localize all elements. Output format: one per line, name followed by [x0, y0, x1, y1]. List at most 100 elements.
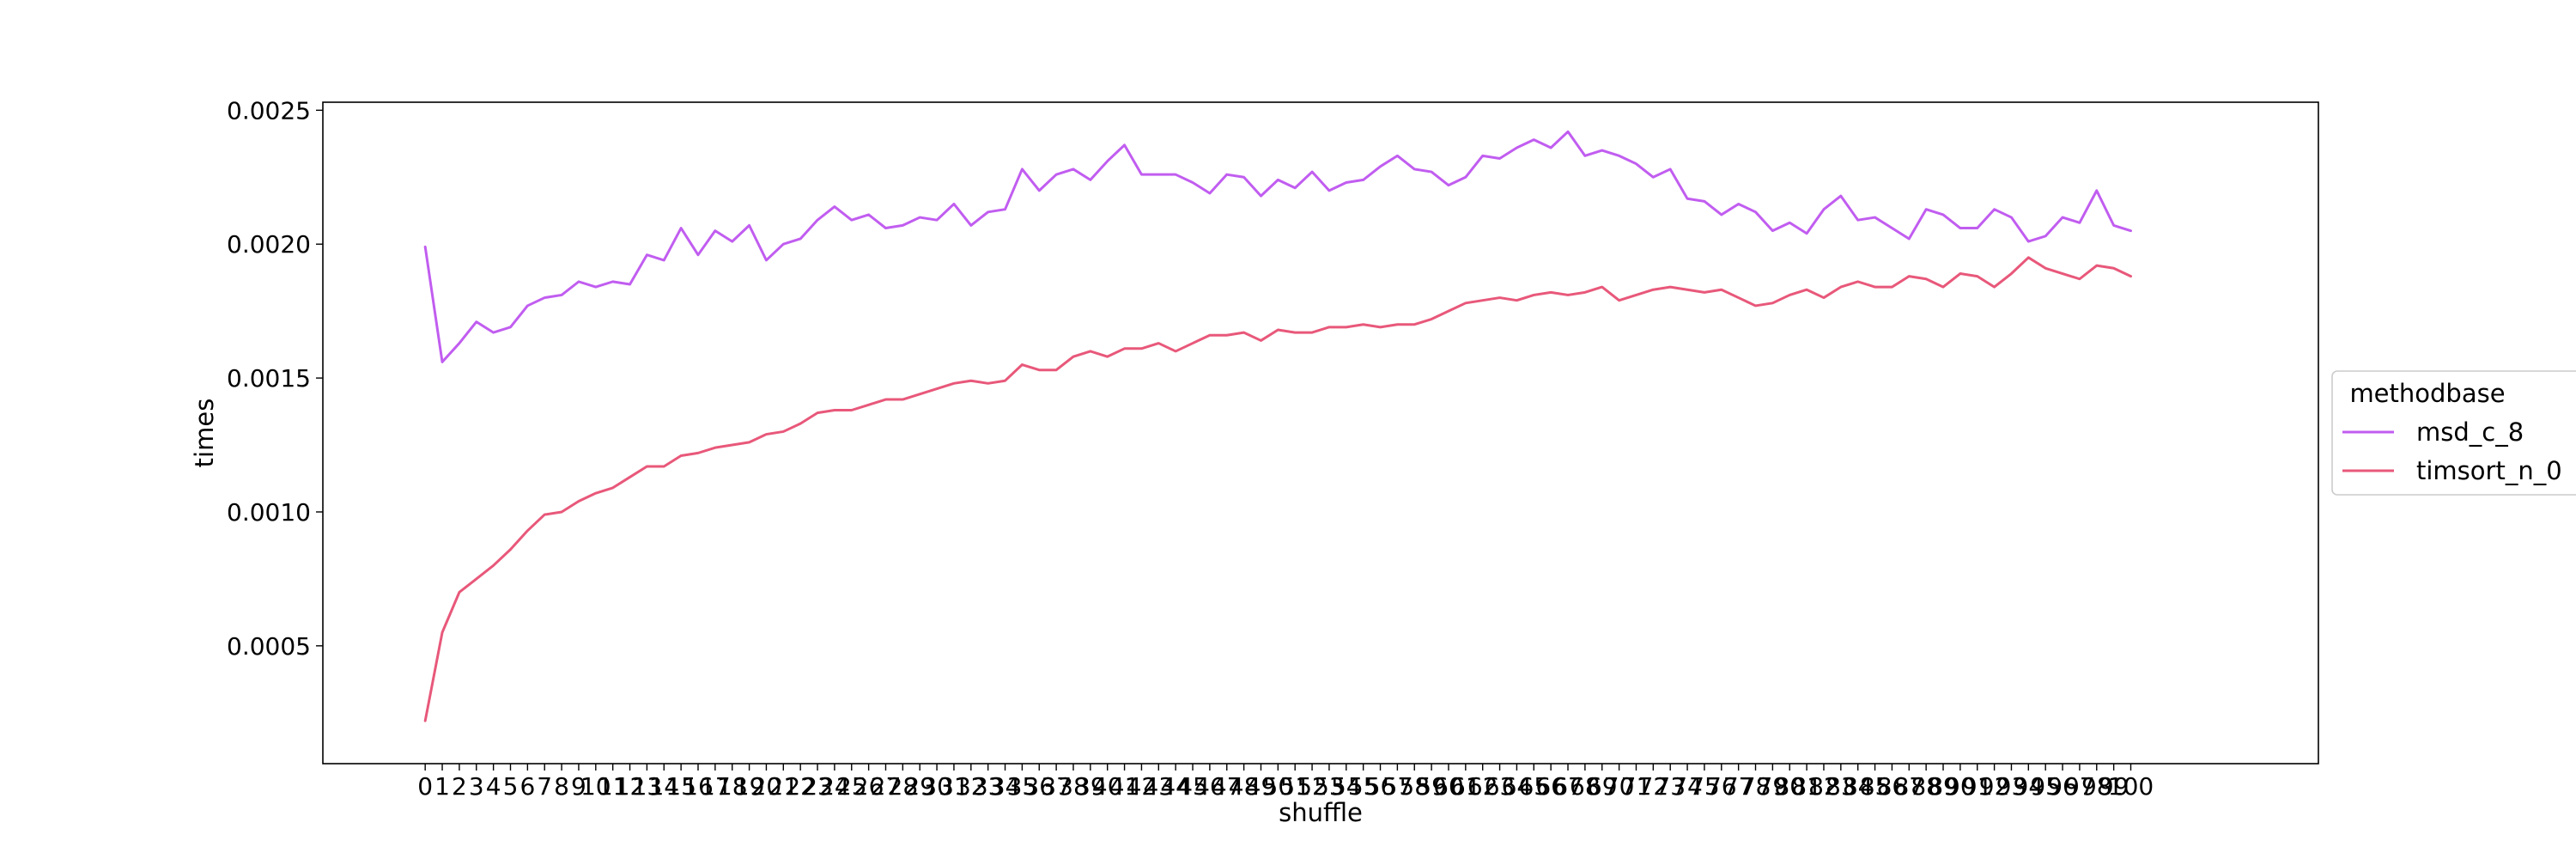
x-tick-label: 94 — [2014, 772, 2044, 801]
plot-frame — [322, 101, 2319, 765]
x-tick-label: 42 — [1127, 772, 1157, 801]
x-tick-label: 53 — [1314, 772, 1345, 801]
x-tick-label: 81 — [1791, 772, 1822, 801]
x-tick-label: 82 — [1808, 772, 1839, 801]
x-tick-label: 40 — [1092, 772, 1123, 801]
x-tick-label: 93 — [1996, 772, 2027, 801]
x-tick-label: 17 — [700, 772, 731, 801]
x-tick-label: 10 — [580, 772, 611, 801]
x-tick-label: 96 — [2047, 772, 2078, 801]
x-tick-label: 87 — [1893, 772, 1924, 801]
x-tick-label: 15 — [665, 772, 696, 801]
x-tick-label: 66 — [1535, 772, 1566, 801]
x-tick-label: 97 — [2064, 772, 2095, 801]
x-tick-label: 80 — [1774, 772, 1805, 801]
legend-label: msd_c_8 — [2416, 417, 2524, 447]
x-tick-label: 4 — [486, 772, 501, 801]
x-tick-label: 83 — [1826, 772, 1856, 801]
x-tick-label: 67 — [1552, 772, 1583, 801]
y-axis-label: times — [190, 399, 219, 468]
x-tick-label: 55 — [1348, 772, 1379, 801]
series-line-msd-c-8 — [423, 130, 2132, 363]
x-tick-label: 37 — [1041, 772, 1072, 801]
x-tick-label: 38 — [1058, 772, 1089, 801]
legend-entries: msd_c_8 timsort_n_0 — [2342, 417, 2562, 485]
y-tick-label: 0.0005 — [227, 632, 311, 661]
x-tick-label: 48 — [1229, 772, 1260, 801]
y-tick-label: 0.0010 — [227, 498, 311, 527]
x-tick-label: 41 — [1109, 772, 1140, 801]
x-tick-label: 29 — [904, 772, 935, 801]
x-tick-label: 74 — [1672, 772, 1703, 801]
x-tick-label: 16 — [683, 772, 714, 801]
y-tick-label: 0.0025 — [227, 96, 311, 125]
x-tick-label: 25 — [836, 772, 867, 801]
x-tick-label: 90 — [1945, 772, 1976, 801]
x-tick-label: 98 — [2081, 772, 2112, 801]
x-tick-label: 99 — [2099, 772, 2129, 801]
x-tick-label: 46 — [1194, 772, 1225, 801]
x-tick-label: 50 — [1263, 772, 1294, 801]
x-tick-label: 20 — [751, 772, 782, 801]
y-tick-label: 0.0015 — [227, 364, 311, 393]
x-tick-label: 35 — [1007, 772, 1038, 801]
x-tick-label: 79 — [1758, 772, 1789, 801]
x-tick-label: 44 — [1160, 772, 1191, 801]
x-tick-label: 54 — [1331, 772, 1362, 801]
x-tick-label: 70 — [1604, 772, 1635, 801]
x-tick-label: 22 — [785, 772, 816, 801]
x-tick-label: 47 — [1212, 772, 1242, 801]
x-tick-label: 85 — [1860, 772, 1891, 801]
y-axis-ticks: 0.0005 0.0010 0.0015 0.0020 0.0025 — [227, 96, 323, 661]
x-tick-label: 68 — [1570, 772, 1601, 801]
x-tick-label: 92 — [1979, 772, 2010, 801]
y-tick-label: 0.0020 — [227, 230, 311, 259]
x-tick-label: 8 — [554, 772, 569, 801]
x-tick-label: 2 — [452, 772, 467, 801]
x-tick-label: 39 — [1075, 772, 1106, 801]
x-tick-label: 62 — [1467, 772, 1498, 801]
x-tick-label: 32 — [956, 772, 987, 801]
x-tick-label: 3 — [469, 772, 484, 801]
x-tick-label: 100 — [2108, 772, 2154, 801]
x-tick-label: 78 — [1741, 772, 1771, 801]
x-tick-label: 34 — [990, 772, 1021, 801]
x-tick-label: 60 — [1433, 772, 1464, 801]
x-tick-label: 71 — [1621, 772, 1652, 801]
x-tick-label: 43 — [1143, 772, 1174, 801]
x-tick-label: 76 — [1706, 772, 1737, 801]
x-axis-label: shuffle — [1279, 798, 1363, 827]
x-tick-label: 31 — [939, 772, 969, 801]
series-lines — [423, 130, 2132, 722]
x-tick-label: 14 — [648, 772, 679, 801]
x-tick-label: 33 — [973, 772, 1004, 801]
x-tick-label: 18 — [717, 772, 748, 801]
x-tick-label: 52 — [1297, 772, 1327, 801]
x-tick-label: 61 — [1450, 772, 1481, 801]
series-line-timsort-n-0 — [423, 256, 2132, 722]
x-tick-label: 72 — [1638, 772, 1669, 801]
x-tick-label: 11 — [598, 772, 629, 801]
x-tick-label: 56 — [1365, 772, 1396, 801]
x-tick-label: 13 — [632, 772, 663, 801]
x-tick-label: 69 — [1587, 772, 1618, 801]
x-tick-label: 51 — [1279, 772, 1310, 801]
x-tick-label: 5 — [503, 772, 519, 801]
x-tick-label: 77 — [1723, 772, 1754, 801]
legend-title: methodbase — [2349, 379, 2505, 408]
x-tick-label: 58 — [1399, 772, 1430, 801]
x-tick-label: 7 — [537, 772, 552, 801]
x-tick-label: 49 — [1246, 772, 1277, 801]
x-tick-label: 27 — [871, 772, 902, 801]
x-tick-label: 45 — [1177, 772, 1208, 801]
x-tick-label: 89 — [1928, 772, 1959, 801]
x-tick-label: 57 — [1382, 772, 1413, 801]
x-tick-label: 86 — [1877, 772, 1908, 801]
x-tick-label: 0 — [417, 772, 433, 801]
x-tick-label: 95 — [2030, 772, 2061, 801]
x-tick-label: 64 — [1502, 772, 1533, 801]
x-tick-label: 6 — [519, 772, 535, 801]
x-tick-label: 59 — [1416, 772, 1447, 801]
x-axis-ticks: 0 1 2 3 4 5 6 7 8 9101112131415161718192021222324… — [417, 764, 2154, 801]
